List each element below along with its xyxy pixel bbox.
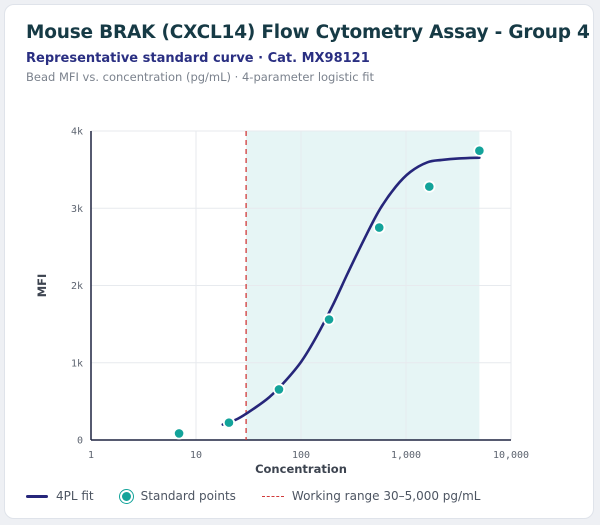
y-tick-label: 4k	[71, 127, 83, 138]
axes	[90, 131, 511, 441]
standard-point	[423, 180, 436, 193]
y-tick-label: 1k	[71, 358, 83, 369]
y-tick-label: 0	[77, 436, 83, 447]
standard-point	[272, 383, 286, 396]
standard-point	[322, 313, 336, 326]
legend-fit-swatch	[26, 494, 48, 498]
standard-point	[222, 416, 236, 429]
x-tick-label: 1,000	[391, 450, 421, 461]
legend-fit: 4PL fit	[26, 489, 94, 503]
chart-subtitle: Representative standard curve · Cat. MX9…	[26, 51, 370, 66]
grid-lines	[91, 130, 512, 440]
x-tick-label: 100	[292, 450, 310, 461]
standard-point	[473, 144, 486, 157]
standard-point	[373, 221, 386, 234]
standard-point	[172, 427, 186, 440]
legend-points-swatch	[119, 489, 133, 503]
tick-labels: 1 10 100 1,000 10,000 0 1k 2k 3k 4k	[71, 127, 529, 462]
legend-range: Working range 30–5,000 pg/mL	[261, 489, 481, 503]
x-tick-label: 1	[88, 450, 94, 461]
x-tick-label: 10	[190, 450, 202, 461]
x-axis-label: Concentration	[255, 462, 347, 476]
legend-points-label: Standard points	[140, 489, 236, 503]
legend-fit-label: 4PL fit	[56, 489, 94, 503]
legend-range-swatch	[261, 495, 284, 497]
fit-curve	[221, 156, 481, 426]
standard-points	[172, 144, 486, 440]
chart-caption: Bead MFI vs. concentration (pg/mL) · 4-p…	[26, 70, 374, 84]
legend-points: Standard points	[119, 489, 236, 503]
y-tick-label: 3k	[71, 204, 83, 215]
y-tick-label: 2k	[71, 281, 83, 292]
legend-range-label: Working range 30–5,000 pg/mL	[291, 489, 481, 503]
legend: 4PL fit Standard points Working range 30…	[26, 487, 506, 505]
x-tick-label: 10,000	[493, 450, 529, 461]
chart-title: Mouse BRAK (CXCL14) Flow Cytometry Assay…	[26, 22, 590, 43]
y-axis-label: MFI	[35, 274, 49, 298]
